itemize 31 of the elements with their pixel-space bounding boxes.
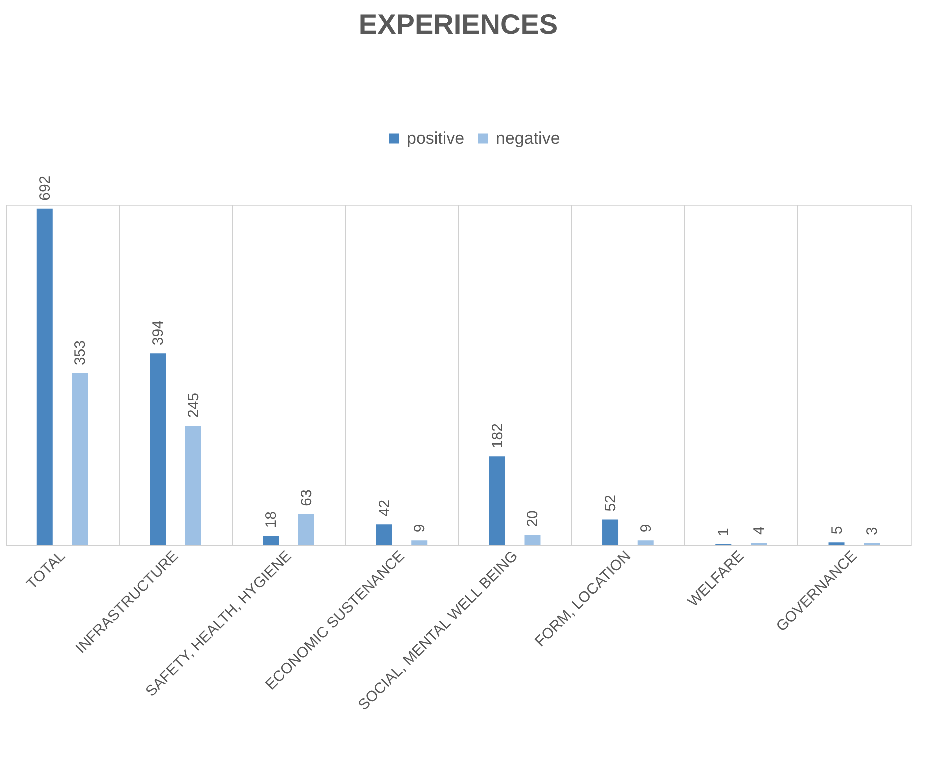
data-label: 4 — [750, 526, 768, 536]
bar — [263, 536, 280, 545]
legend-label: positive — [407, 128, 465, 148]
data-label: 353 — [72, 340, 90, 366]
data-label: 5 — [828, 526, 846, 535]
data-label: 1 — [716, 528, 733, 537]
bar — [150, 354, 166, 545]
bar — [638, 540, 654, 545]
bar — [489, 456, 506, 545]
data-label: 245 — [185, 392, 202, 418]
bar — [36, 208, 53, 545]
data-label: 3 — [864, 527, 882, 536]
bar — [524, 535, 541, 545]
bar — [412, 540, 428, 545]
data-label: 182 — [489, 424, 506, 449]
bar — [602, 520, 619, 545]
bar — [72, 374, 88, 545]
chart-title: EXPERIENCES — [358, 9, 558, 40]
data-label: 20 — [524, 510, 542, 528]
data-label: 42 — [376, 500, 394, 517]
data-label: 9 — [638, 524, 655, 533]
bar — [376, 524, 392, 545]
data-label: 63 — [298, 490, 316, 506]
data-label: 18 — [263, 512, 280, 528]
data-label: 9 — [412, 524, 429, 533]
legend-label: negative — [496, 128, 560, 148]
data-label: 52 — [602, 495, 620, 512]
bar — [185, 426, 202, 545]
data-label: 394 — [150, 320, 168, 346]
bar — [298, 514, 314, 545]
data-label: 692 — [36, 176, 54, 201]
